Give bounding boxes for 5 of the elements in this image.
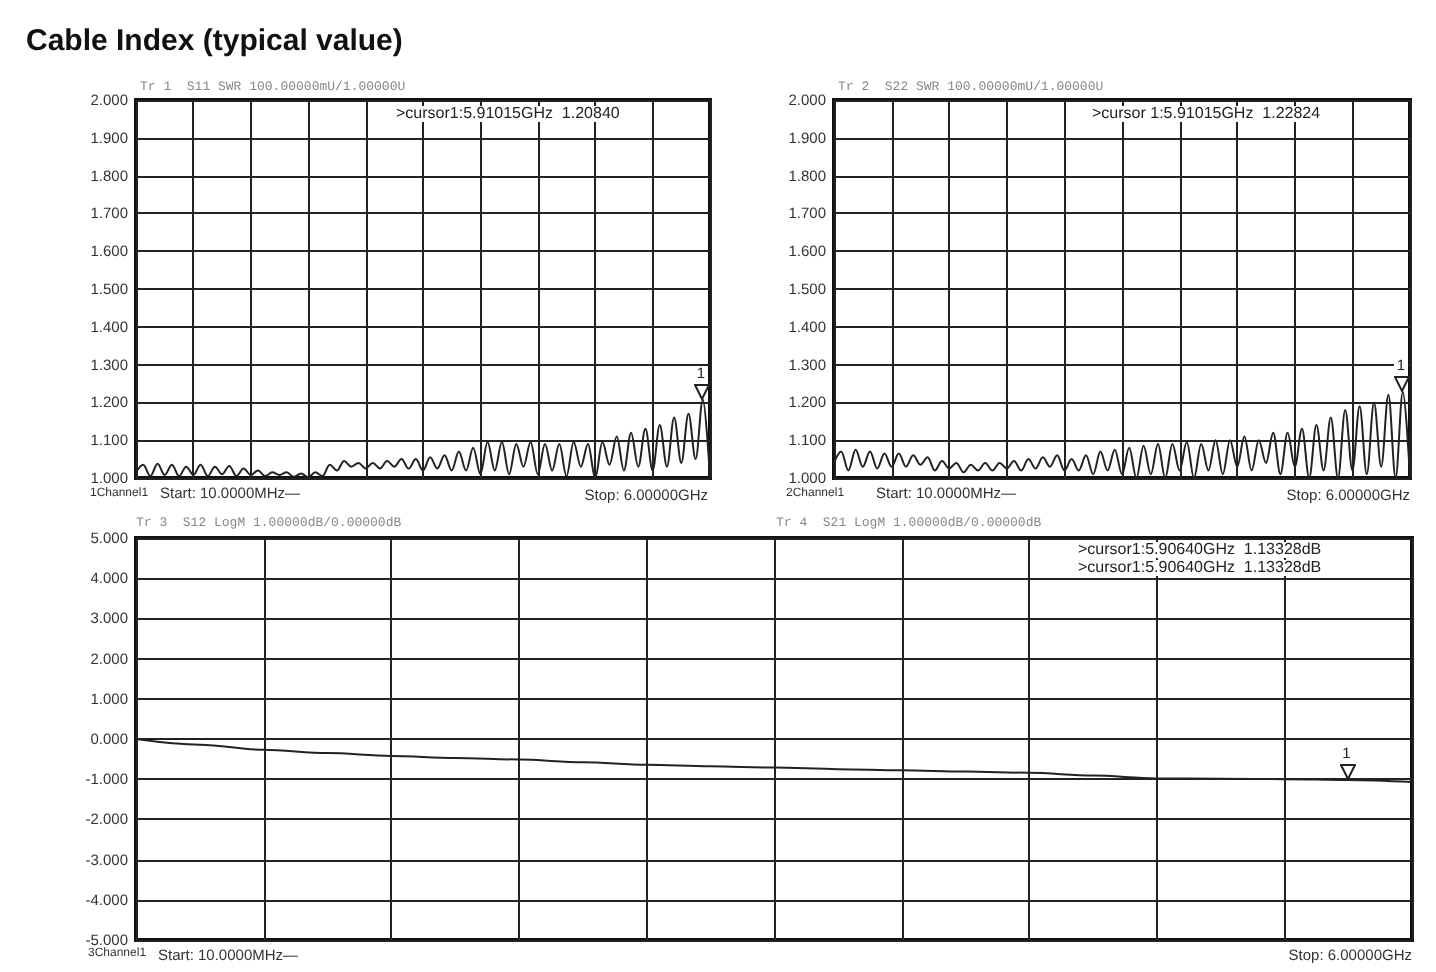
annotation: >cursor1:5.90640GHz 1.13328dB bbox=[1076, 558, 1324, 576]
annotation: >cursor1:5.90640GHz 1.13328dB bbox=[1076, 540, 1324, 558]
annotation: >cursor1:5.91015GHz 1.20840 bbox=[394, 104, 622, 122]
annotation: >cursor 1:5.91015GHz 1.22824 bbox=[1090, 104, 1323, 122]
chart-title: Cable Index (typical value) bbox=[26, 24, 403, 58]
